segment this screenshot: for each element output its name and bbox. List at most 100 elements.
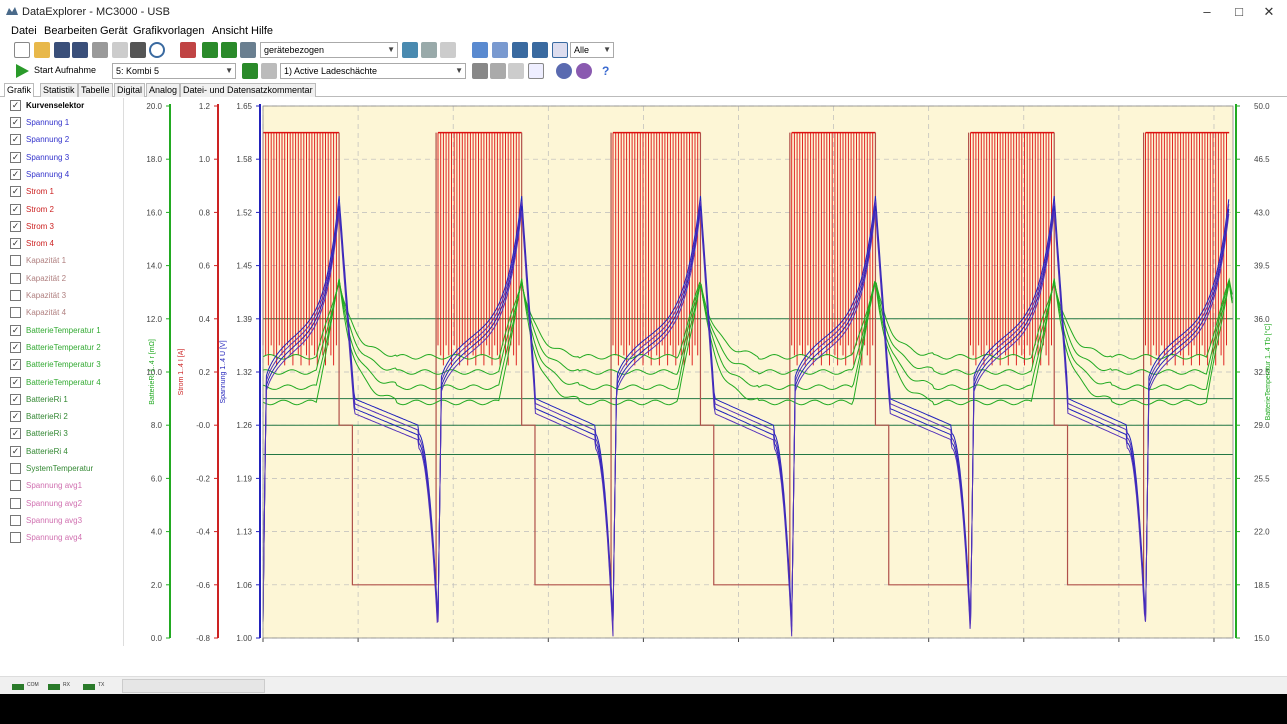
- curve-checkbox[interactable]: ✓: [10, 168, 21, 180]
- curve-checkbox[interactable]: [10, 272, 21, 284]
- curve-item[interactable]: ✓ BatterieTemperatur 3: [10, 359, 126, 376]
- curve-checkbox[interactable]: ✓: [10, 359, 21, 371]
- tab-grafik[interactable]: Grafik: [4, 83, 35, 97]
- filter-select[interactable]: Alle ▼: [570, 42, 614, 58]
- curve-item[interactable]: ✓ BatterieTemperatur 2: [10, 341, 126, 359]
- trash-icon[interactable]: [508, 63, 524, 79]
- zoom-icon[interactable]: [472, 42, 488, 58]
- curve-item[interactable]: ✓ BatterieTemperatur 4: [10, 376, 126, 394]
- curve-checkbox[interactable]: [10, 480, 21, 492]
- curve-item[interactable]: ✓ BatterieRi 3: [10, 428, 126, 445]
- curve-item[interactable]: Kapazität 2: [10, 272, 126, 290]
- curve-item[interactable]: ✓ Spannung 2: [10, 134, 126, 151]
- record-select[interactable]: 1) Active Ladeschächte ▼: [280, 63, 466, 79]
- save-icon[interactable]: [54, 42, 70, 58]
- maximize-button[interactable]: □: [1235, 4, 1243, 19]
- curve-item[interactable]: Spannung avg3: [10, 514, 126, 532]
- curve-checkbox[interactable]: ✓: [10, 203, 21, 215]
- next-device-icon[interactable]: [261, 63, 277, 79]
- next-icon[interactable]: [221, 42, 237, 58]
- curve-item[interactable]: ✓ BatterieTemperatur 1: [10, 324, 126, 342]
- prev-icon[interactable]: [202, 42, 218, 58]
- curve-item[interactable]: ✓ Strom 3: [10, 220, 126, 238]
- curve-item[interactable]: ✓ Spannung 1: [10, 117, 126, 134]
- checkbox[interactable]: ✓: [10, 100, 21, 111]
- curve-checkbox[interactable]: [10, 255, 21, 267]
- tab-statistik[interactable]: Statistik: [40, 83, 78, 97]
- curve-checkbox[interactable]: [10, 290, 21, 301]
- curve-checkbox[interactable]: ✓: [10, 341, 21, 353]
- menu-bearbeiten[interactable]: Bearbeiten: [44, 25, 98, 37]
- menu-hilfe[interactable]: Hilfe: [251, 25, 274, 37]
- curve-checkbox[interactable]: ✓: [10, 220, 21, 232]
- curve-checkbox[interactable]: [10, 463, 21, 474]
- open-folder-icon[interactable]: [34, 42, 50, 58]
- device-icon[interactable]: [180, 42, 196, 58]
- menu-geraet[interactable]: Gerät: [100, 25, 128, 37]
- curve-item[interactable]: ✓ BatterieRi 4: [10, 445, 126, 463]
- curve-item[interactable]: ✓ BatterieRi 2: [10, 411, 126, 428]
- new-file-icon[interactable]: [14, 42, 30, 58]
- tab-analog[interactable]: Analog: [146, 83, 181, 97]
- menu-ansicht[interactable]: Ansicht: [212, 25, 249, 37]
- curve-checkbox[interactable]: ✓: [10, 117, 21, 128]
- curve-checkbox[interactable]: ✓: [10, 238, 21, 250]
- curve-checkbox[interactable]: ✓: [10, 393, 21, 405]
- curve-item[interactable]: Spannung avg4: [10, 532, 126, 549]
- curve-checkbox[interactable]: ✓: [10, 134, 21, 146]
- cut-right-icon[interactable]: [532, 42, 548, 58]
- curve-checkbox[interactable]: ✓: [10, 186, 21, 198]
- curve-checkbox[interactable]: ✓: [10, 445, 21, 457]
- close-button[interactable]: ✕: [1263, 4, 1275, 19]
- pan-icon[interactable]: [492, 42, 508, 58]
- start-recording-button[interactable]: Start Aufnahme: [34, 65, 97, 75]
- cut-left-icon[interactable]: [512, 42, 528, 58]
- menu-grafikvorlagen[interactable]: Grafikvorlagen: [133, 25, 205, 37]
- tab-tabelle[interactable]: Tabelle: [78, 83, 113, 97]
- curve-selector-header[interactable]: ✓ Kurvenselektor: [10, 100, 126, 117]
- curve-item[interactable]: ✓ Strom 1: [10, 186, 126, 203]
- curve-checkbox[interactable]: ✓: [10, 324, 21, 336]
- curve-item[interactable]: Spannung avg1: [10, 480, 126, 497]
- curve-checkbox[interactable]: [10, 532, 21, 544]
- curve-item[interactable]: ✓ Strom 2: [10, 203, 126, 221]
- refresh-icon[interactable]: [149, 42, 165, 58]
- prev-device-icon[interactable]: [242, 63, 258, 79]
- curve-checkbox[interactable]: [10, 307, 21, 319]
- minimize-button[interactable]: –: [1203, 4, 1211, 19]
- next-record-icon[interactable]: [490, 63, 506, 79]
- help-icon[interactable]: ?: [602, 64, 610, 78]
- edit-icon[interactable]: [528, 63, 544, 79]
- curve-item[interactable]: Kapazität 1: [10, 255, 126, 272]
- print-icon[interactable]: [130, 42, 146, 58]
- curve-item[interactable]: ✓ BatterieRi 1: [10, 393, 126, 411]
- menu-datei[interactable]: Datei: [11, 25, 37, 37]
- object-settings-icon[interactable]: [576, 63, 592, 79]
- curve-item[interactable]: Kapazität 3: [10, 290, 126, 307]
- curve-item[interactable]: ✓ Spannung 3: [10, 151, 126, 169]
- settings-icon[interactable]: [92, 42, 108, 58]
- play-icon[interactable]: [14, 63, 30, 79]
- copy-icon[interactable]: [112, 42, 128, 58]
- curve-item[interactable]: Kapazität 4: [10, 307, 126, 324]
- curve-checkbox[interactable]: ✓: [10, 428, 21, 440]
- save-as-icon[interactable]: [72, 42, 88, 58]
- template-icon[interactable]: [240, 42, 256, 58]
- curve-item[interactable]: ✓ Spannung 4: [10, 168, 126, 186]
- tab-digital[interactable]: Digital: [114, 83, 146, 97]
- object-icon[interactable]: [556, 63, 572, 79]
- curve-checkbox[interactable]: [10, 514, 21, 526]
- delete-template-icon[interactable]: [440, 42, 456, 58]
- curve-checkbox[interactable]: [10, 497, 21, 509]
- curve-checkbox[interactable]: ✓: [10, 376, 21, 388]
- tab-kommentar[interactable]: Datei- und Datensatzkommentar: [180, 83, 316, 97]
- load-template-icon[interactable]: [402, 42, 418, 58]
- curve-item[interactable]: Spannung avg2: [10, 497, 126, 515]
- prev-record-icon[interactable]: [472, 63, 488, 79]
- save-template-icon[interactable]: [421, 42, 437, 58]
- device-select[interactable]: 5: Kombi 5 ▼: [112, 63, 236, 79]
- curve-item[interactable]: ✓ Strom 4: [10, 238, 126, 255]
- curve-item[interactable]: SystemTemperatur: [10, 463, 126, 480]
- template-select[interactable]: gerätebezogen ▼: [260, 42, 398, 58]
- curve-checkbox[interactable]: ✓: [10, 411, 21, 423]
